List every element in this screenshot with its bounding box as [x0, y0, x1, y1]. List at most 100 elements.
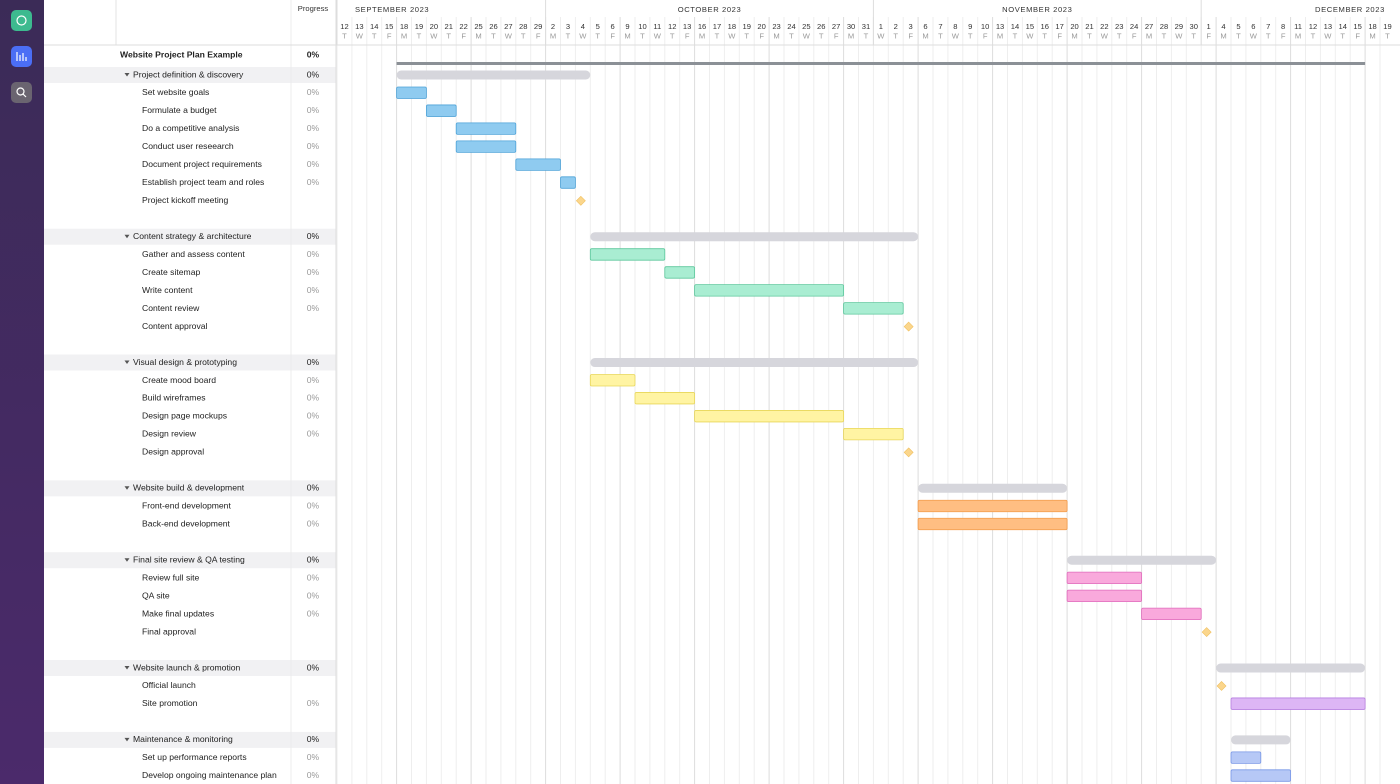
task-name: Do a competitive analysis [142, 123, 239, 133]
task-bar [1230, 769, 1291, 782]
weekday-label: T [1117, 32, 1122, 41]
weekday-label: F [983, 32, 988, 41]
day-label: 6 [923, 22, 927, 31]
task-progress: 0% [307, 590, 320, 600]
day-label: 20 [757, 22, 765, 31]
day-label: 30 [847, 22, 855, 31]
day-label: 18 [1368, 22, 1376, 31]
task-progress: 0% [307, 375, 320, 385]
collapse-toggle [124, 234, 130, 239]
task-name: Content approval [142, 321, 208, 331]
weekday-label: M [1220, 32, 1226, 41]
day-label: 22 [459, 22, 467, 31]
group-name: Maintenance & monitoring [133, 734, 233, 744]
chat-glyph [16, 15, 27, 26]
day-label: 15 [385, 22, 393, 31]
day-label: 7 [1266, 22, 1270, 31]
task-name: Official launch [142, 680, 196, 690]
day-label: 9 [968, 22, 972, 31]
day-label: 6 [1251, 22, 1255, 31]
group-row-bg [44, 354, 336, 371]
day-label: 25 [802, 22, 810, 31]
backgrounds [44, 67, 336, 748]
chat-icon[interactable] [11, 10, 32, 31]
group-name: Final site review & QA testing [133, 554, 245, 564]
search-icon[interactable] [11, 82, 32, 103]
task-bar [843, 302, 904, 315]
day-label: 3 [566, 22, 570, 31]
day-label: 7 [938, 22, 942, 31]
day-label: 21 [1085, 22, 1093, 31]
task-bar [917, 517, 1068, 531]
day-label: 20 [1070, 22, 1078, 31]
weekday-label: T [521, 32, 526, 41]
task-name: Gather and assess content [142, 249, 245, 259]
day-label: 18 [400, 22, 408, 31]
weekday-label: M [475, 32, 481, 41]
day-label: 28 [519, 22, 527, 31]
task-bar [843, 427, 904, 441]
task-name: Set website goals [142, 87, 209, 97]
task-name: QA site [142, 590, 170, 600]
search-glyph [22, 93, 27, 98]
task-name: Write content [142, 285, 193, 295]
project-progress: 0% [307, 49, 320, 59]
project-name: Website Project Plan Example [120, 49, 243, 59]
day-label: 30 [1190, 22, 1198, 31]
day-label: 26 [489, 22, 497, 31]
task-progress: 0% [307, 429, 320, 439]
group-bar [918, 483, 1068, 493]
weekday-label: F [1057, 32, 1062, 41]
day-label: 15 [1353, 22, 1361, 31]
task-progress: 0% [307, 159, 320, 169]
task-bar [455, 140, 517, 153]
chart-icon[interactable] [11, 46, 32, 67]
day-label: 18 [728, 22, 736, 31]
task-name: Final approval [142, 626, 196, 636]
weekday-label: W [356, 32, 364, 41]
task-bar [917, 499, 1068, 513]
weekday-label: M [1295, 32, 1301, 41]
task-bar [1230, 751, 1262, 764]
task-name: Make final updates [142, 608, 214, 618]
day-label: 26 [817, 22, 825, 31]
weekday-label: F [1355, 32, 1360, 41]
weekday-label: F [685, 32, 690, 41]
weekday-label: W [654, 32, 662, 41]
weekday-label: T [715, 32, 720, 41]
day-label: 25 [474, 22, 482, 31]
day-label: 12 [668, 22, 676, 31]
month-label: SEPTEMBER 2023 [355, 5, 429, 14]
weekday-label: F [610, 32, 615, 41]
weekday-label: W [1250, 32, 1258, 41]
group-bar [590, 358, 919, 368]
day-label: 17 [1055, 22, 1063, 31]
weekday-label: M [624, 32, 630, 41]
task-bar [560, 176, 576, 189]
group-bar [1067, 555, 1217, 565]
day-label: 19 [743, 22, 751, 31]
weekday-label: F [908, 32, 913, 41]
group-row-bg [44, 228, 336, 245]
task-name: Formulate a budget [142, 105, 217, 115]
collapse-toggle [124, 737, 130, 742]
milestone [1201, 627, 1212, 637]
milestone [903, 321, 914, 332]
task-bar [515, 158, 561, 171]
day-label: 23 [772, 22, 780, 31]
day-label: 27 [1145, 22, 1153, 31]
weekday-label: F [834, 32, 839, 41]
weekday-label: W [579, 32, 587, 41]
day-label: 12 [340, 22, 348, 31]
day-label: 19 [1383, 22, 1391, 31]
weekday-label: T [864, 32, 869, 41]
day-label: 9 [625, 22, 629, 31]
task-progress: 0% [307, 87, 320, 97]
day-label: 15 [1026, 22, 1034, 31]
task-progress: 0% [307, 303, 320, 313]
group-progress: 0% [307, 357, 320, 367]
weekday-label: T [1340, 32, 1345, 41]
search-glyph [16, 87, 25, 96]
weekday-label: T [1236, 32, 1241, 41]
weekday-label: T [1087, 32, 1092, 41]
